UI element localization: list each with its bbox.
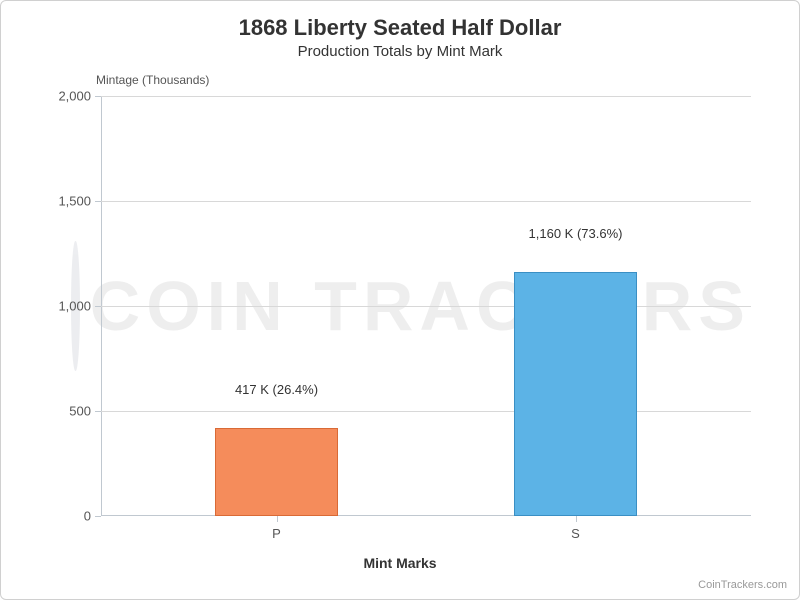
y-tick-label: 500: [69, 404, 101, 419]
plot-area: COIN TRACKERS 05001,0001,5002,000417 K (…: [101, 96, 751, 516]
bar-value-label: 417 K (26.4%): [235, 382, 318, 405]
gridline: [101, 96, 751, 97]
gridline: [101, 201, 751, 202]
y-tick-label: 0: [84, 509, 101, 524]
x-tick-label: P: [272, 516, 281, 541]
x-axis-line: [101, 515, 751, 516]
attribution: CoinTrackers.com: [698, 579, 787, 591]
gridline: [101, 411, 751, 412]
x-axis-label: Mint Marks: [1, 555, 799, 571]
y-axis-label: Mintage (Thousands): [96, 73, 209, 87]
gridline: [101, 306, 751, 307]
bar: [215, 428, 339, 516]
x-tick-label: S: [571, 516, 580, 541]
bar-value-label: 1,160 K (73.6%): [529, 226, 623, 249]
chart-title: 1868 Liberty Seated Half Dollar: [1, 1, 799, 41]
bar: [514, 272, 638, 516]
chart-container: 1868 Liberty Seated Half Dollar Producti…: [0, 0, 800, 600]
y-tick-label: 1,500: [58, 194, 101, 209]
y-tick-label: 2,000: [58, 89, 101, 104]
chart-subtitle: Production Totals by Mint Mark: [1, 43, 799, 60]
y-tick-label: 1,000: [58, 299, 101, 314]
